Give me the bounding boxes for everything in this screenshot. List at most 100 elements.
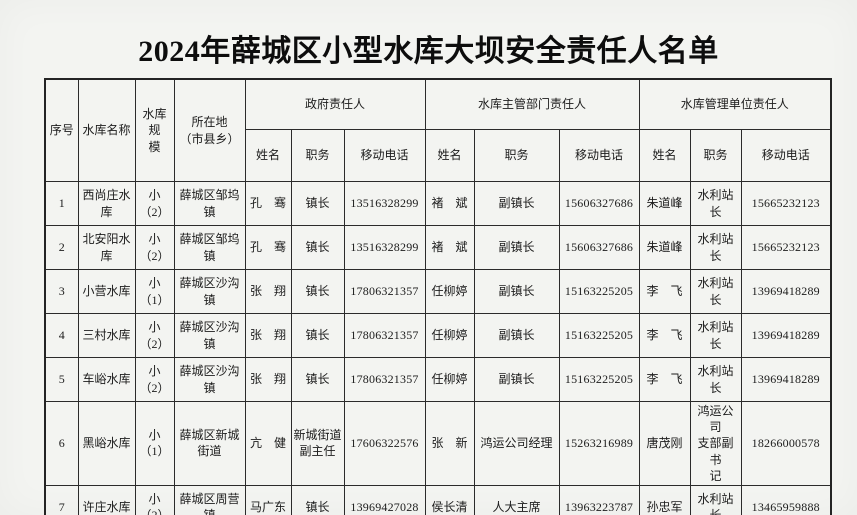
- header-serial: 序号: [44, 78, 79, 182]
- cell-reservoir-name: 北安阳水库: [77, 225, 136, 270]
- header-reservoir-scale: 水库规 模: [134, 78, 175, 182]
- cell-serial: 6: [44, 401, 79, 486]
- cell-mgmt-title: 水利站长: [689, 484, 742, 515]
- cell-gov-title: 镇长: [290, 313, 345, 358]
- cell-dept-name: 任柳婷: [424, 357, 475, 402]
- cell-dept-phone: 15163225205: [558, 357, 640, 402]
- cell-serial: 7: [44, 484, 79, 515]
- cell-location: 薛城区沙沟 镇: [173, 357, 246, 402]
- cell-reservoir-name: 黑峪水库: [77, 401, 136, 486]
- cell-mgmt-phone: 13969418289: [740, 269, 832, 314]
- table-row: 5 车峪水库 小（2） 薛城区沙沟 镇 张 翔 镇长 17806321357 任…: [44, 357, 832, 402]
- cell-scale: 小（2）: [134, 225, 175, 270]
- cell-serial: 1: [44, 181, 79, 226]
- cell-scale: 小（2）: [134, 181, 175, 226]
- cell-location: 薛城区邹坞 镇: [173, 225, 246, 270]
- cell-mgmt-phone: 18266000578: [740, 401, 832, 486]
- cell-gov-title: 镇长: [290, 484, 345, 515]
- header-dept-name: 姓名: [424, 129, 475, 182]
- cell-dept-name: 褚 斌: [424, 225, 475, 270]
- cell-mgmt-title: 水利站长: [689, 269, 742, 314]
- header-group-department: 水库主管部门责任人: [424, 78, 640, 130]
- cell-dept-name: 褚 斌: [424, 181, 475, 226]
- cell-dept-phone: 15606327686: [558, 181, 640, 226]
- header-location: 所在地 （市县乡）: [173, 78, 246, 182]
- cell-dept-title: 副镇长: [473, 181, 560, 226]
- cell-gov-title: 镇长: [290, 357, 345, 402]
- cell-scale: 小（1）: [134, 401, 175, 486]
- cell-gov-name: 张 翔: [244, 357, 292, 402]
- cell-dept-phone: 15163225205: [558, 313, 640, 358]
- table-row: 3 小营水库 小（1） 薛城区沙沟 镇 张 翔 镇长 17806321357 任…: [44, 269, 832, 314]
- cell-scale: 小（2）: [134, 484, 175, 515]
- cell-gov-phone: 17806321357: [343, 313, 426, 358]
- cell-scale: 小（2）: [134, 313, 175, 358]
- cell-location: 薛城区邹坞 镇: [173, 181, 246, 226]
- cell-gov-title: 新城街道 副主任: [290, 401, 345, 486]
- cell-mgmt-name: 朱道峰: [638, 181, 691, 226]
- responsibility-table: 序号 水库名称 水库规 模 所在地 （市县乡） 政府责任人 水库主管部门责任人 …: [44, 78, 833, 515]
- cell-gov-name: 亢 健: [244, 401, 292, 486]
- cell-mgmt-name: 李 飞: [638, 269, 691, 314]
- header-dept-phone: 移动电话: [558, 129, 640, 182]
- cell-location: 薛城区沙沟 镇: [173, 313, 246, 358]
- cell-gov-title: 镇长: [290, 225, 345, 270]
- cell-dept-title: 副镇长: [473, 313, 560, 358]
- cell-serial: 4: [44, 313, 79, 358]
- cell-dept-phone: 15263216989: [558, 401, 640, 486]
- cell-mgmt-name: 唐茂刚: [638, 401, 691, 486]
- cell-dept-title: 副镇长: [473, 225, 560, 270]
- cell-gov-phone: 13969427028: [343, 484, 426, 515]
- cell-gov-name: 孔 骞: [244, 181, 292, 226]
- cell-gov-name: 孔 骞: [244, 225, 292, 270]
- cell-mgmt-title: 水利站长: [689, 357, 742, 402]
- cell-dept-name: 张 新: [424, 401, 475, 486]
- cell-dept-title: 副镇长: [473, 357, 560, 402]
- cell-dept-name: 任柳婷: [424, 269, 475, 314]
- cell-gov-title: 镇长: [290, 181, 345, 226]
- header-gov-phone: 移动电话: [343, 129, 426, 182]
- cell-reservoir-name: 三村水库: [77, 313, 136, 358]
- cell-gov-phone: 17806321357: [343, 269, 426, 314]
- cell-dept-title: 人大主席: [473, 484, 560, 515]
- cell-gov-name: 张 翔: [244, 269, 292, 314]
- cell-gov-name: 张 翔: [244, 313, 292, 358]
- header-reservoir-name: 水库名称: [77, 78, 136, 182]
- cell-location: 薛城区新城 街道: [173, 401, 246, 486]
- cell-mgmt-name: 孙忠军: [638, 484, 691, 515]
- cell-scale: 小（1）: [134, 269, 175, 314]
- table-row: 2 北安阳水库 小（2） 薛城区邹坞 镇 孔 骞 镇长 13516328299 …: [44, 225, 832, 270]
- table-row: 6 黑峪水库 小（1） 薛城区新城 街道 亢 健 新城街道 副主任 176063…: [44, 401, 832, 486]
- cell-mgmt-name: 李 飞: [638, 357, 691, 402]
- header-mgmt-phone: 移动电话: [740, 129, 832, 182]
- cell-gov-phone: 17606322576: [343, 401, 426, 486]
- cell-dept-phone: 15163225205: [558, 269, 640, 314]
- cell-mgmt-phone: 15665232123: [740, 225, 832, 270]
- cell-location: 薛城区周营 镇: [173, 484, 246, 515]
- cell-reservoir-name: 小营水库: [77, 269, 136, 314]
- cell-gov-name: 马广东: [244, 484, 292, 515]
- cell-gov-phone: 13516328299: [343, 225, 426, 270]
- cell-dept-phone: 15606327686: [558, 225, 640, 270]
- table-row: 7 许庄水库 小（2） 薛城区周营 镇 马广东 镇长 13969427028 侯…: [44, 484, 832, 515]
- cell-mgmt-phone: 13465959888: [740, 484, 832, 515]
- header-gov-title: 职务: [290, 129, 345, 182]
- header-gov-name: 姓名: [244, 129, 292, 182]
- table-body: 1 西尚庄水库 小（2） 薛城区邹坞 镇 孔 骞 镇长 13516328299 …: [44, 181, 832, 515]
- cell-location: 薛城区沙沟 镇: [173, 269, 246, 314]
- cell-gov-phone: 13516328299: [343, 181, 426, 226]
- cell-mgmt-phone: 13969418289: [740, 357, 832, 402]
- header-mgmt-name: 姓名: [638, 129, 691, 182]
- header-group-management: 水库管理单位责任人: [638, 78, 832, 130]
- cell-dept-name: 任柳婷: [424, 313, 475, 358]
- cell-dept-phone: 13963223787: [558, 484, 640, 515]
- cell-serial: 5: [44, 357, 79, 402]
- table-header: 序号 水库名称 水库规 模 所在地 （市县乡） 政府责任人 水库主管部门责任人 …: [44, 78, 832, 182]
- cell-mgmt-phone: 15665232123: [740, 181, 832, 226]
- cell-mgmt-phone: 13969418289: [740, 313, 832, 358]
- cell-dept-title: 副镇长: [473, 269, 560, 314]
- cell-dept-name: 侯长清: [424, 484, 475, 515]
- cell-mgmt-title: 鸿运公司 支部副书 记: [689, 401, 742, 486]
- header-dept-title: 职务: [473, 129, 560, 182]
